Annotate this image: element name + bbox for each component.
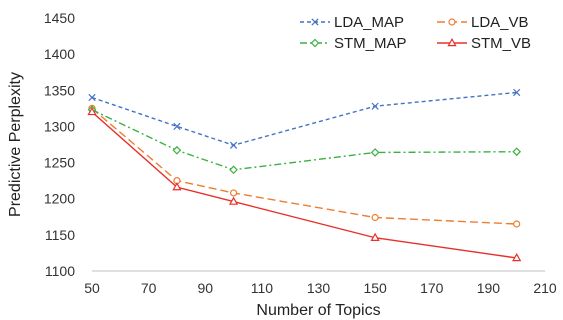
legend-label: LDA_VB <box>471 14 529 31</box>
legend-label: STM_VB <box>471 35 531 52</box>
series-lda-map <box>88 88 521 149</box>
y-tick-label: 1250 <box>44 155 75 171</box>
legend-item: LDA_MAP <box>300 14 404 31</box>
series-stm-map <box>87 105 522 175</box>
data-point-marker <box>88 93 96 102</box>
axes-layer: 50 70 90 110 130 150 170 190 210 1100 1150 1200 125… <box>7 10 557 319</box>
data-point-marker <box>448 18 456 26</box>
data-point-marker <box>172 145 182 155</box>
x-tick-label: 190 <box>477 280 501 296</box>
data-point-marker <box>228 196 239 205</box>
data-point-marker <box>447 37 457 47</box>
legend: LDA_MAP LDA_VB STM_MAP STM_VB <box>300 14 531 52</box>
data-point-marker <box>229 165 238 175</box>
data-point-marker <box>311 18 319 26</box>
data-point-marker <box>513 88 521 97</box>
series-line <box>91 109 517 171</box>
series-line <box>91 111 517 259</box>
x-axis-title: Number of Topics <box>256 302 380 319</box>
data-point-marker <box>310 38 320 48</box>
series-line <box>91 107 517 225</box>
data-point-marker <box>229 189 238 197</box>
x-tick-label: 170 <box>420 280 444 296</box>
series-layer <box>87 88 522 262</box>
x-tick-label: 70 <box>141 280 157 296</box>
legend-label: LDA_MAP <box>334 14 404 31</box>
y-tick-label: 1350 <box>44 82 75 98</box>
x-tick-label: 90 <box>197 280 213 296</box>
x-tick-label: 110 <box>251 280 274 296</box>
series-lda-vb <box>88 104 521 228</box>
data-point-marker <box>87 106 97 116</box>
y-tick-label: 1200 <box>44 191 75 207</box>
legend-item: LDA_VB <box>437 14 529 31</box>
x-tick-label: 210 <box>533 280 557 296</box>
data-point-marker <box>512 252 522 262</box>
y-tick-labels: 1100 1150 1200 1250 1300 1350 1400 1450 <box>44 10 75 279</box>
legend-item: STM_VB <box>437 35 531 52</box>
data-point-marker <box>371 213 379 222</box>
data-point-marker <box>229 141 238 149</box>
series-line <box>91 91 517 146</box>
data-point-marker <box>173 122 181 131</box>
data-point-marker <box>370 232 380 241</box>
data-point-marker <box>513 220 521 228</box>
x-tick-labels: 50 70 90 110 130 150 170 190 210 <box>84 280 557 296</box>
x-tick-label: 50 <box>84 280 100 296</box>
series-stm-vb <box>87 106 522 262</box>
y-tick-label: 1450 <box>44 10 75 26</box>
x-tick-label: 150 <box>363 280 387 296</box>
legend-label: STM_MAP <box>334 35 407 52</box>
legend-item: STM_MAP <box>300 35 407 52</box>
data-point-marker <box>172 182 182 191</box>
x-tick-label: 130 <box>307 280 331 296</box>
y-tick-label: 1300 <box>44 118 75 134</box>
y-tick-label: 1400 <box>44 46 75 62</box>
data-point-marker <box>370 148 380 157</box>
y-tick-label: 1150 <box>45 227 75 243</box>
y-axis-title: Predictive Perplexity <box>7 72 24 217</box>
data-point-marker <box>512 147 522 157</box>
data-point-marker <box>371 102 379 110</box>
y-tick-label: 1100 <box>45 263 75 279</box>
